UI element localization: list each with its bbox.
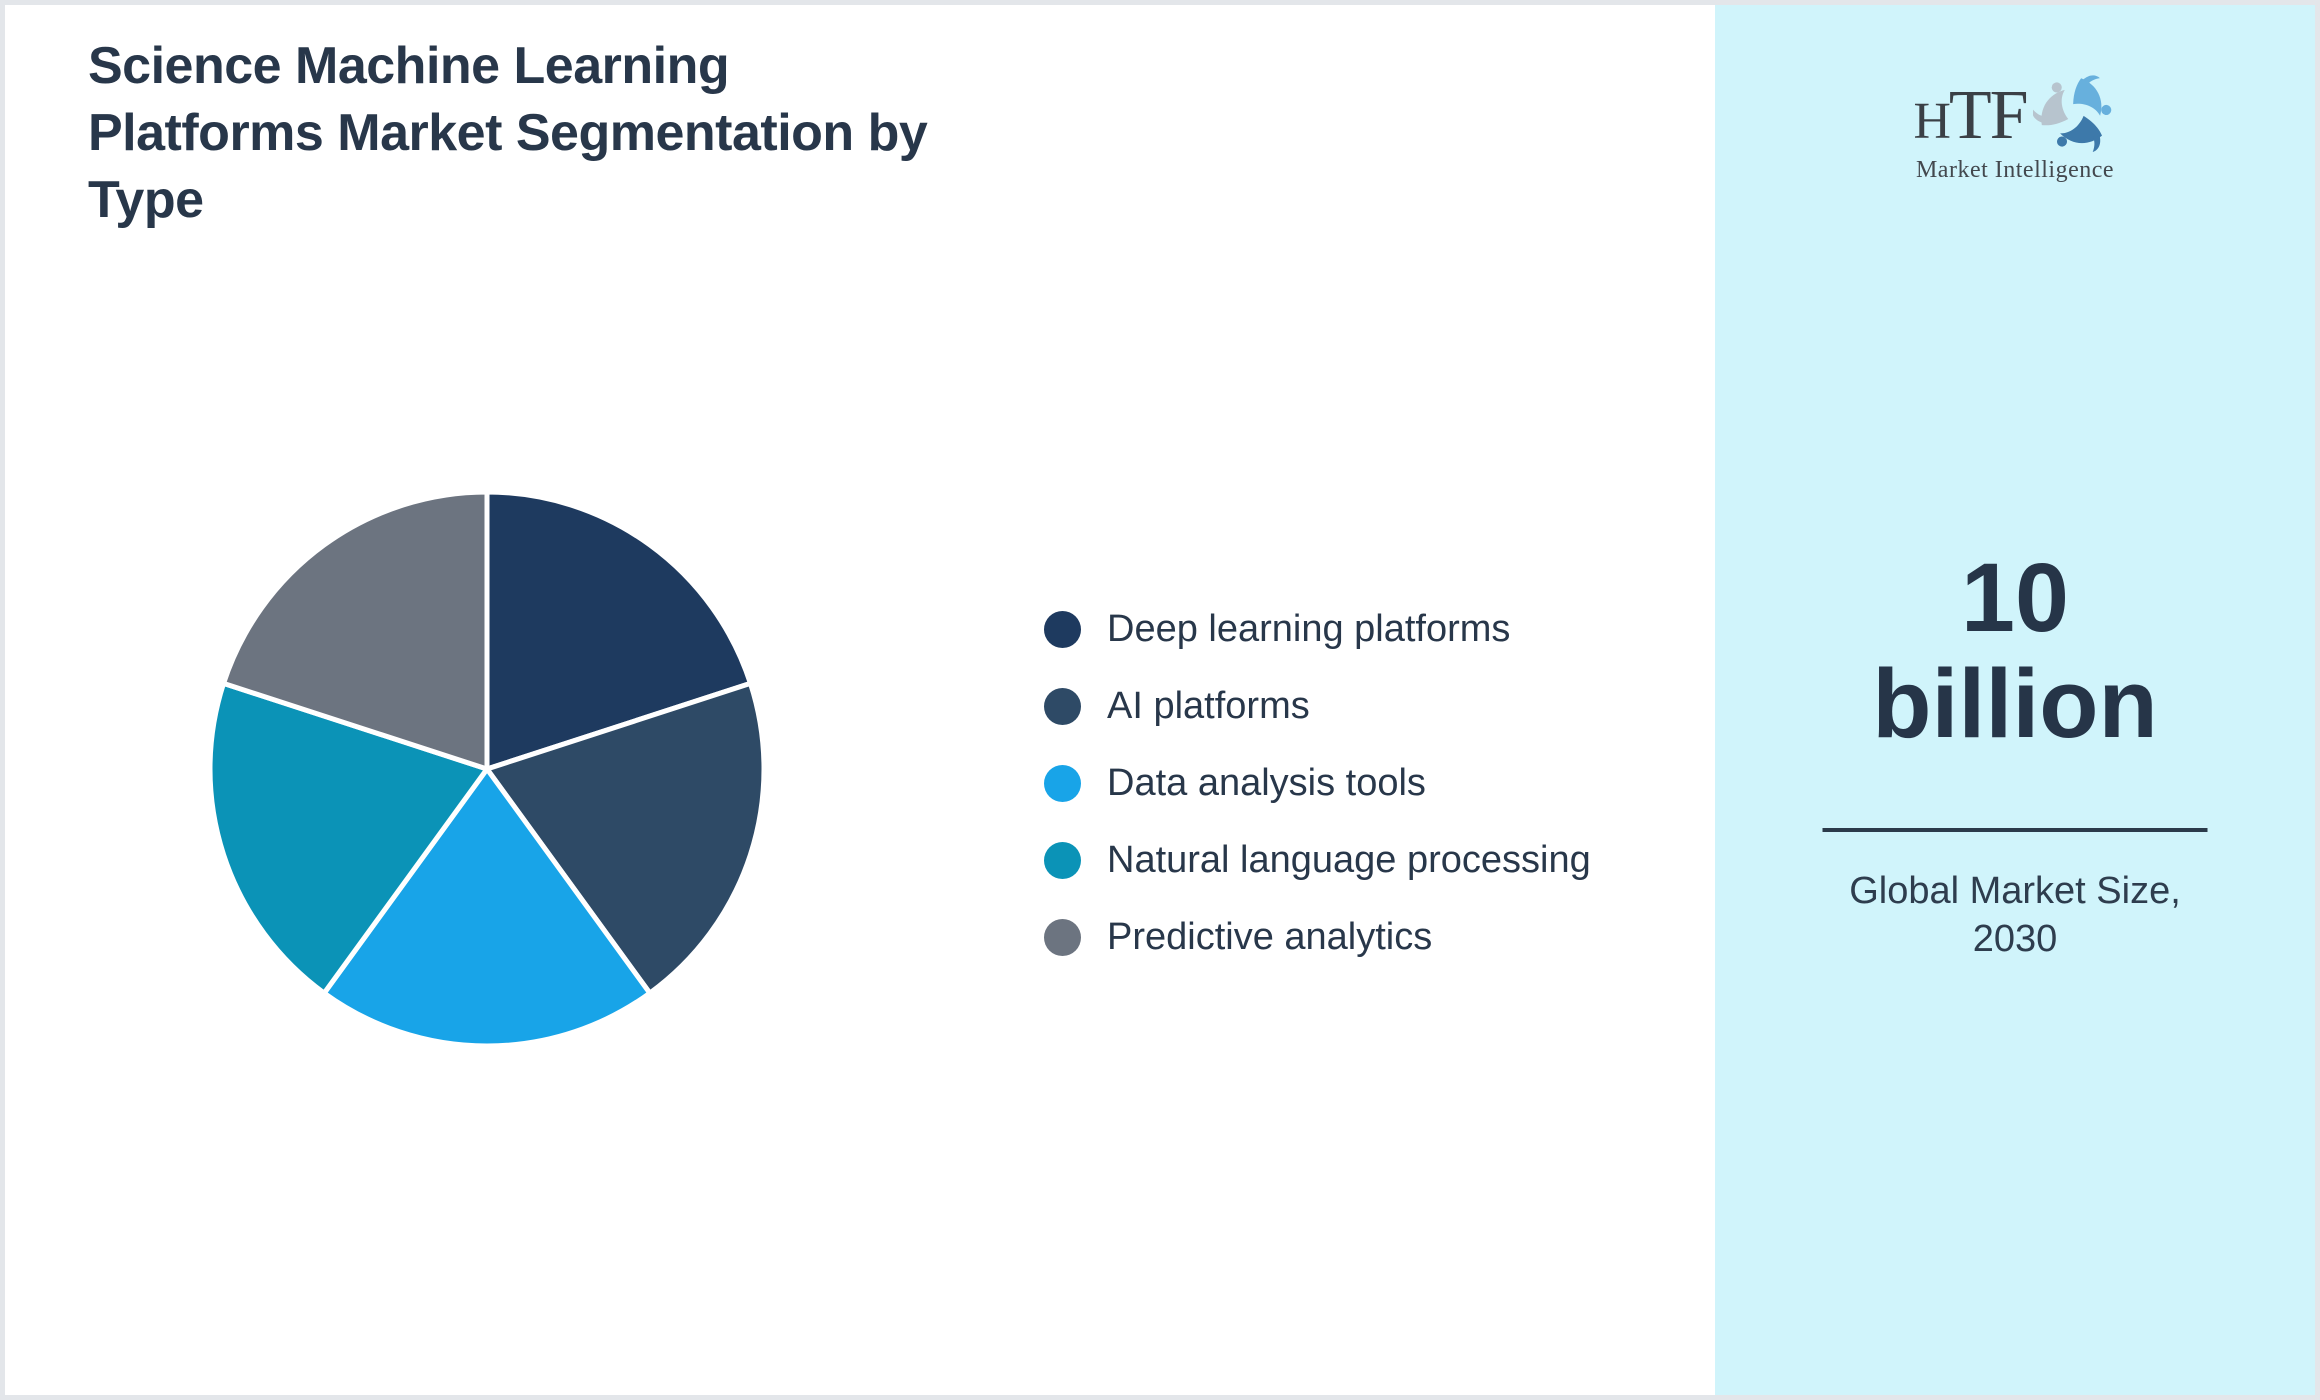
- legend-dot-icon: [1044, 688, 1081, 725]
- page-title-line2: Platforms Market Segmentation by: [88, 104, 928, 162]
- legend-label: Deep learning platforms: [1107, 608, 1511, 650]
- htf-dolphins-icon: [2032, 75, 2111, 152]
- legend-label: Data analysis tools: [1107, 762, 1426, 804]
- pie-chart: [207, 489, 767, 1049]
- pie-slice-3: [321, 766, 653, 1049]
- htf-logo-text: HTF: [1913, 77, 2028, 154]
- market-size-caption: Global Market Size, 2030: [1715, 867, 2315, 963]
- page-title: Science Machine Learning Platforms Marke…: [88, 33, 1208, 234]
- pie-slice-2: [484, 680, 767, 996]
- dolphin-shape: [2056, 115, 2102, 152]
- market-size-caption-line1: Global Market Size,: [1849, 870, 2181, 912]
- legend-item: Predictive analytics: [1044, 899, 1591, 976]
- htf-logo-row: HTF: [1715, 75, 2315, 155]
- sidebar-divider: [1822, 828, 2208, 832]
- htf-logo: HTF Market Intelligence: [1715, 75, 2315, 184]
- pie-slice-1: [484, 489, 753, 772]
- legend-label: Predictive analytics: [1107, 916, 1433, 958]
- legend-item: Natural language processing: [1044, 822, 1591, 899]
- legend-dot-icon: [1044, 919, 1081, 956]
- pie-slice-5: [221, 489, 490, 772]
- dolphin-shape: [2032, 82, 2068, 126]
- market-size-value-unit: billion: [1872, 649, 2158, 758]
- legend-label: AI platforms: [1107, 685, 1310, 727]
- legend: Deep learning platforms AI platforms Data …: [1044, 591, 1591, 976]
- page-title-line1: Science Machine Learning: [88, 37, 730, 95]
- market-size-value-number: 10: [1961, 543, 2069, 652]
- legend-dot-icon: [1044, 765, 1081, 802]
- pie-slice-4: [207, 680, 490, 996]
- htf-logo-subtitle: Market Intelligence: [1915, 157, 2115, 183]
- legend-item: AI platforms: [1044, 668, 1591, 745]
- pie-chart-svg: [207, 489, 767, 1049]
- sidebar: HTF Market Intelligence 10 billion Globa…: [1715, 5, 2315, 1395]
- legend-label: Natural language processing: [1107, 839, 1591, 881]
- legend-dot-icon: [1044, 611, 1081, 648]
- legend-item: Deep learning platforms: [1044, 591, 1591, 668]
- legend-dot-icon: [1044, 842, 1081, 879]
- market-size-caption-line2: 2030: [1972, 918, 2058, 960]
- market-size-value: 10 billion: [1715, 545, 2315, 757]
- legend-item: Data analysis tools: [1044, 745, 1591, 822]
- dolphin-shape: [2072, 75, 2111, 116]
- page-title-line3: Type: [88, 171, 204, 229]
